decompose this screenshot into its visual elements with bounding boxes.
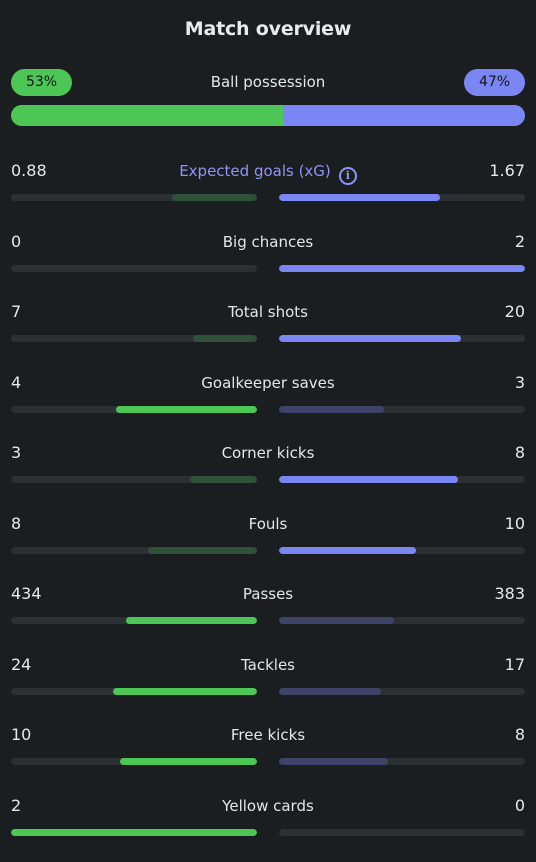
- away-bar-track: [279, 194, 525, 201]
- home-bar-track: [11, 265, 257, 272]
- home-bar-fill: [11, 829, 257, 836]
- home-bar-track: [11, 335, 257, 342]
- away-value: 20: [505, 300, 525, 324]
- home-bar-fill: [116, 406, 257, 413]
- away-value: 8: [515, 723, 525, 747]
- away-value: 17: [505, 653, 525, 677]
- stat-label-text: Tackles: [241, 656, 295, 674]
- stat-label-text: Corner kicks: [222, 444, 315, 462]
- stat-label[interactable]: Expected goals (xG) i: [11, 159, 525, 185]
- stat-label: Goalkeeper saves: [11, 371, 525, 395]
- away-value: 0: [515, 794, 525, 818]
- away-bar-fill: [279, 406, 384, 413]
- stat-label-text: Goalkeeper saves: [201, 374, 334, 392]
- home-bar-fill: [193, 335, 257, 342]
- away-value: 10: [505, 512, 525, 536]
- away-value: 383: [494, 582, 525, 606]
- home-bar-fill: [148, 547, 257, 554]
- away-possession-fill: [283, 105, 525, 126]
- away-bar-fill: [279, 688, 381, 695]
- home-bar-fill: [120, 758, 257, 765]
- away-value: 8: [515, 441, 525, 465]
- away-bar-fill: [279, 335, 461, 342]
- home-bar-track: [11, 688, 257, 695]
- home-bar-fill: [126, 617, 257, 624]
- stat-label: Passes: [11, 582, 525, 606]
- stat-label-text: Big chances: [223, 233, 314, 251]
- away-bar-fill: [279, 194, 440, 201]
- stat-label: Tackles: [11, 653, 525, 677]
- possession-bar: [11, 105, 525, 126]
- stat-label: Big chances: [11, 230, 525, 254]
- home-bar-track: [11, 476, 257, 483]
- away-bar-fill: [279, 265, 525, 272]
- away-bar-track: [279, 829, 525, 836]
- away-bar-track: [279, 617, 525, 624]
- away-bar-track: [279, 406, 525, 413]
- home-bar-track: [11, 547, 257, 554]
- ball-possession: 53% Ball possession 47%: [11, 69, 525, 127]
- page-title: Match overview: [0, 18, 536, 40]
- away-value: 3: [515, 371, 525, 395]
- stat-label-text: Total shots: [228, 303, 308, 321]
- stat-label-text: Expected goals (xG): [179, 162, 331, 180]
- away-bar-track: [279, 758, 525, 765]
- away-bar-track: [279, 688, 525, 695]
- stat-label: Corner kicks: [11, 441, 525, 465]
- stat-label-text: Free kicks: [231, 726, 305, 744]
- away-bar-track: [279, 265, 525, 272]
- away-bar-fill: [279, 758, 388, 765]
- away-bar-track: [279, 476, 525, 483]
- home-bar-track: [11, 406, 257, 413]
- stat-label-text: Fouls: [249, 515, 288, 533]
- away-bar-track: [279, 547, 525, 554]
- home-bar-fill: [172, 194, 257, 201]
- stat-label-text: Passes: [243, 585, 293, 603]
- away-value: 2: [515, 230, 525, 254]
- home-bar-track: [11, 194, 257, 201]
- stat-label-text: Yellow cards: [222, 797, 314, 815]
- away-bar-fill: [279, 617, 394, 624]
- away-possession-badge: 47%: [464, 69, 525, 96]
- ball-possession-label: Ball possession: [11, 69, 525, 96]
- home-possession-fill: [11, 105, 283, 126]
- away-value: 1.67: [489, 159, 525, 183]
- stat-label: Total shots: [11, 300, 525, 324]
- home-bar-track: [11, 758, 257, 765]
- away-bar-fill: [279, 476, 458, 483]
- home-bar-track: [11, 829, 257, 836]
- home-bar-track: [11, 617, 257, 624]
- stat-label: Yellow cards: [11, 794, 525, 818]
- away-bar-track: [279, 335, 525, 342]
- info-icon[interactable]: i: [339, 167, 357, 185]
- home-bar-fill: [113, 688, 257, 695]
- stat-label: Fouls: [11, 512, 525, 536]
- stat-label: Free kicks: [11, 723, 525, 747]
- home-bar-fill: [190, 476, 257, 483]
- away-bar-fill: [279, 547, 416, 554]
